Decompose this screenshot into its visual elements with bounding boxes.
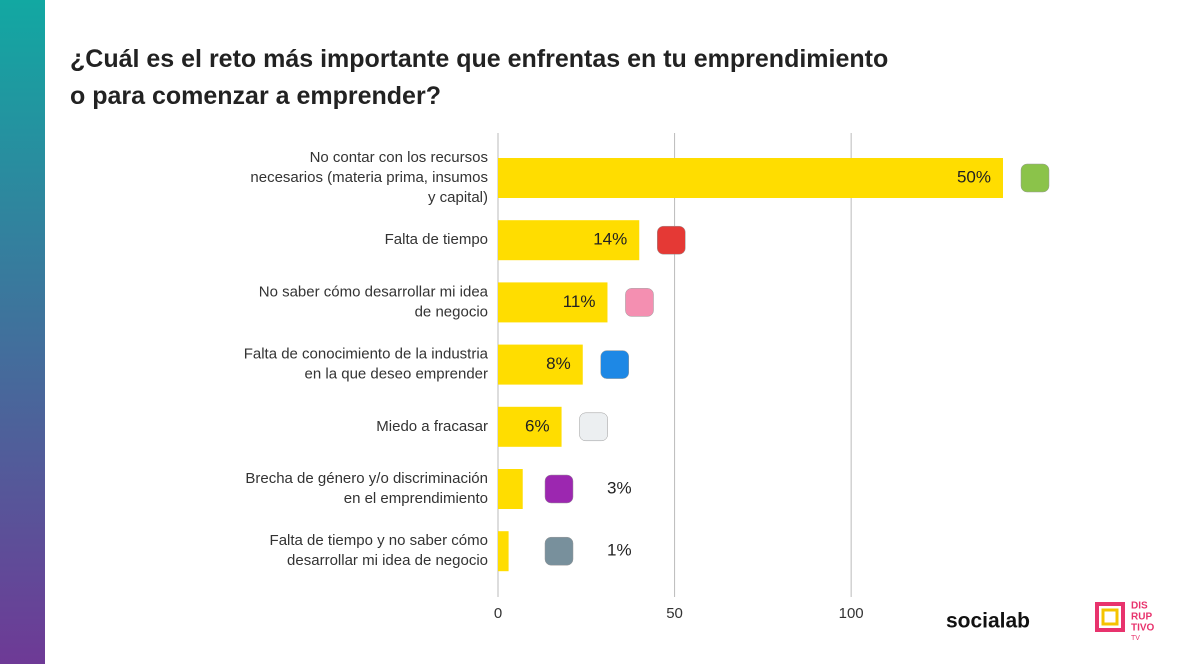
chart-title: ¿Cuál es el reto más importante que enfr… (70, 45, 888, 110)
partner-logo: TV (1131, 635, 1140, 642)
partner-logo: DIS (1131, 601, 1148, 612)
icon (544, 474, 574, 504)
icon (1020, 163, 1050, 193)
value-label: 50% (957, 167, 991, 186)
icon (544, 536, 574, 566)
partner-logo-mark (1095, 602, 1125, 632)
y-tick-label: Miedo a fracasar (376, 418, 488, 435)
value-label: 8% (546, 354, 571, 373)
bar (498, 469, 523, 509)
partner-logo: RUP (1131, 612, 1152, 623)
brand-logo: socialab (946, 610, 1030, 633)
icon (600, 350, 630, 379)
x-tick-label: 0 (494, 605, 502, 622)
x-tick-label: 100 (839, 605, 864, 622)
bar (498, 220, 640, 261)
bar (498, 158, 1003, 198)
value-label: 3% (607, 478, 632, 497)
y-tick-label: Brecha de género y/o discriminación en el… (245, 470, 488, 507)
value-label: 14% (593, 230, 627, 249)
x-tick-label: 50 (666, 605, 683, 622)
value-label: 6% (525, 416, 550, 435)
bar (498, 344, 583, 385)
y-tick-label: Falta de tiempo (385, 231, 488, 248)
bar (498, 531, 509, 572)
icon (625, 288, 654, 317)
icon (657, 225, 686, 255)
y-tick-label: No contar con los recursos necesarios (ma… (250, 149, 488, 206)
y-tick-label: Falta de tiempo y no saber cómo desarroll… (270, 532, 488, 569)
bar (498, 282, 608, 323)
y-tick-label: Falta de conocimiento de la industria en … (244, 346, 489, 383)
y-tick-label: No saber cómo desarrollar mi idea de nego… (259, 283, 489, 320)
partner-logo-mark (1101, 608, 1119, 626)
value-label: 1% (607, 541, 632, 560)
value-label: 11% (563, 292, 596, 311)
partner-logo: TIVO (1131, 623, 1155, 634)
bar (498, 406, 562, 447)
icon (579, 412, 608, 442)
side-strip (0, 0, 45, 664)
